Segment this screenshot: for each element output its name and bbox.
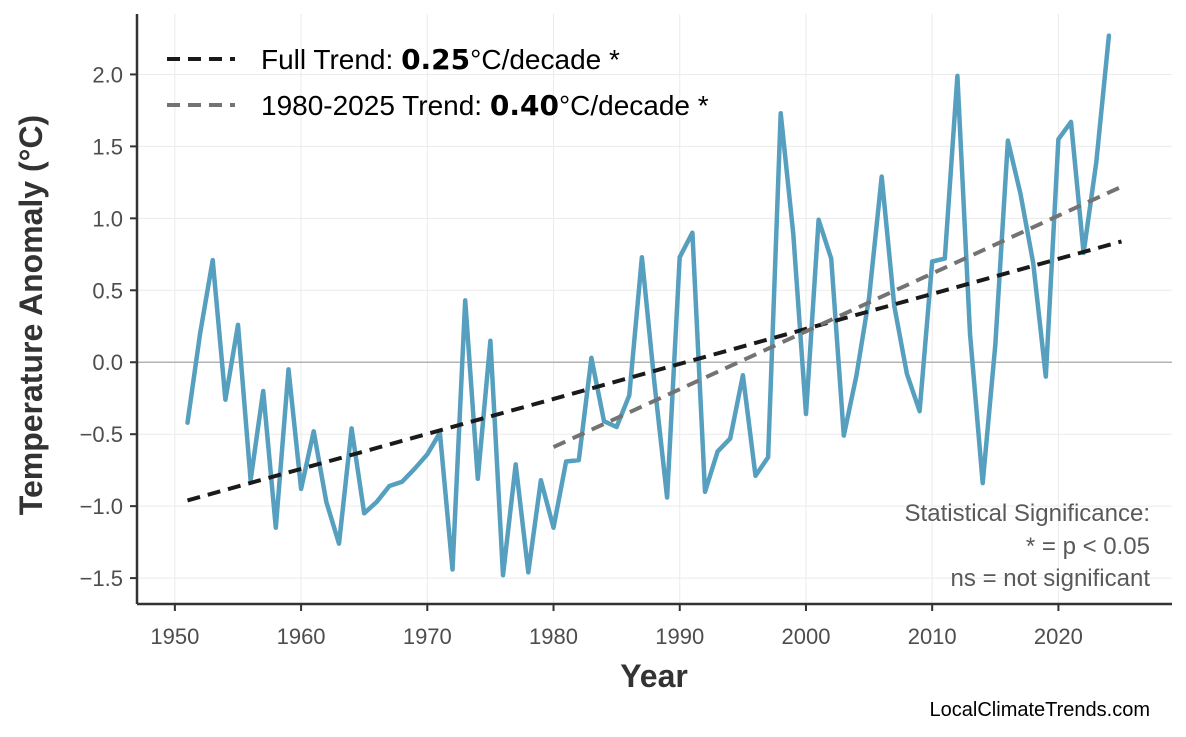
series-group — [185, 33, 1123, 578]
significance-title: Statistical Significance: — [905, 500, 1150, 527]
ticks: 1950 1960 1970 1980 1990 2000 2010 2020 −1.5 −1.0… — [80, 62, 1083, 649]
legend-label-1980-trend: 1980-2025 Trend: 0.40°C/decade * — [261, 89, 709, 122]
y-tick-label: 0.0 — [92, 350, 123, 375]
legend-suffix-full-trend: °C/decade * — [470, 44, 620, 75]
x-axis-title: Year — [620, 658, 688, 694]
significance-note: Statistical Significance: * = p < 0.05 n… — [905, 500, 1151, 592]
legend: Full Trend: 0.25°C/decade * 1980-2025 Tr… — [167, 43, 709, 122]
y-tick-label: −1.5 — [80, 566, 123, 591]
x-tick-label: 1950 — [150, 624, 199, 649]
legend-suffix-1980-trend: °C/decade * — [559, 90, 709, 121]
significance-threshold: * = p < 0.05 — [1026, 533, 1150, 560]
anomaly-line — [185, 33, 1112, 578]
x-tick-label: 1990 — [655, 624, 704, 649]
x-tick-label: 2020 — [1034, 624, 1083, 649]
legend-value-1980-trend: 0.40 — [490, 89, 559, 122]
y-tick-label: 0.5 — [92, 278, 123, 303]
y-tick-label: 1.5 — [92, 134, 123, 159]
legend-prefix-1980-trend: 1980-2025 Trend: — [261, 90, 490, 121]
y-axis-title: Temperature Anomaly (°C) — [13, 115, 49, 515]
y-tick-label: 1.0 — [92, 206, 123, 231]
x-tick-label: 1960 — [277, 624, 326, 649]
significance-ns: ns = not significant — [951, 565, 1151, 592]
y-tick-label: 2.0 — [92, 62, 123, 87]
y-tick-label: −0.5 — [80, 422, 123, 447]
legend-label-full-trend: Full Trend: 0.25°C/decade * — [261, 43, 620, 76]
x-tick-label: 1970 — [403, 624, 452, 649]
x-tick-label: 2000 — [781, 624, 830, 649]
full-trend-line — [186, 239, 1123, 503]
source-credit: LocalClimateTrends.com — [930, 699, 1150, 721]
legend-value-full-trend: 0.25 — [401, 43, 470, 76]
legend-prefix-full-trend: Full Trend: — [261, 44, 401, 75]
x-tick-label: 1980 — [529, 624, 578, 649]
x-tick-label: 2010 — [908, 624, 957, 649]
y-tick-label: −1.0 — [80, 494, 123, 519]
